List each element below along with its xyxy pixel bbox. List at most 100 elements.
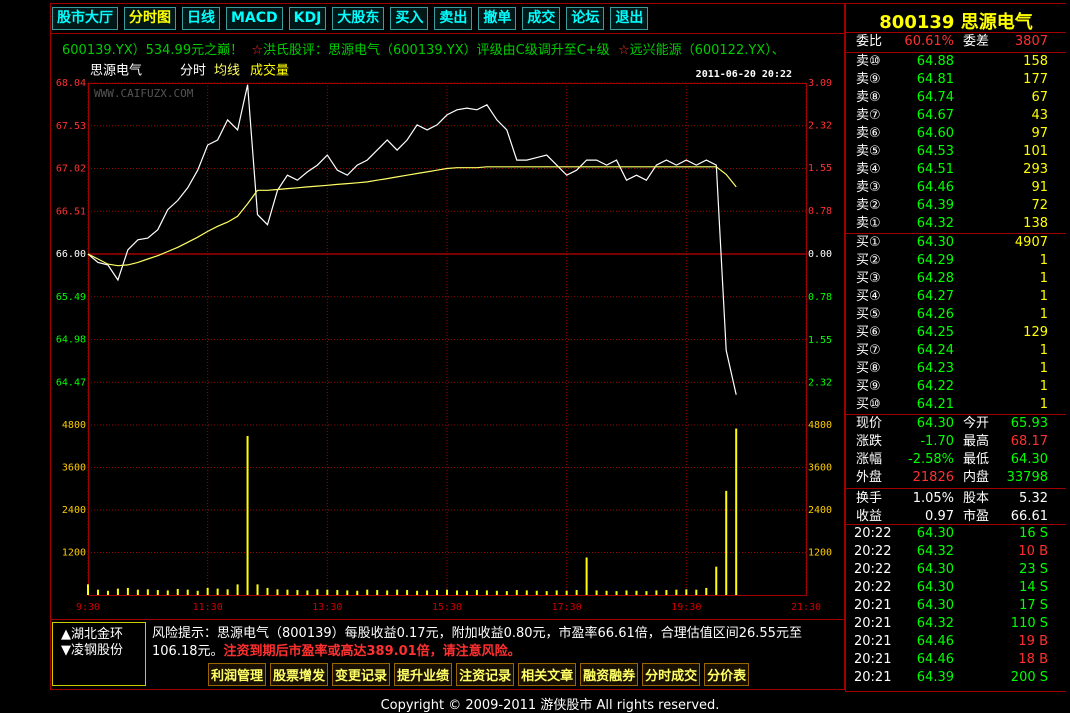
volume: 14 S xyxy=(1019,580,1048,595)
volume-bar xyxy=(206,587,209,595)
order-row: 买③ 64.28 1 xyxy=(846,270,1066,288)
order-row: 卖⑦ 64.67 43 xyxy=(846,107,1066,125)
quantity: 177 xyxy=(1023,72,1048,87)
action-button[interactable]: 股票增发 xyxy=(270,663,329,686)
quantity: 1 xyxy=(1039,271,1048,286)
separator xyxy=(846,524,1066,525)
label: 委比 xyxy=(856,34,883,49)
volume-bar xyxy=(705,587,708,595)
related-stocks[interactable]: ▲湖北金环 ▼凌钢股份 xyxy=(52,622,146,686)
toolbar-button[interactable]: 股市大厅 xyxy=(52,7,118,30)
risk-warning: 注资到期后市盈率或高达389.01倍，请注意风险。 xyxy=(223,644,521,659)
volume-bar xyxy=(715,566,718,595)
action-button[interactable]: 分价表 xyxy=(704,663,750,686)
time: 20:21 xyxy=(854,670,892,685)
order-row: 卖② 64.39 72 xyxy=(846,197,1066,215)
quantity: 158 xyxy=(1023,54,1048,69)
volume-bar xyxy=(605,590,608,595)
volume-bar xyxy=(116,588,119,595)
quantity: 1 xyxy=(1039,379,1048,394)
stock-link[interactable]: ▼凌钢股份 xyxy=(61,643,123,658)
toolbar-button[interactable]: 成交 xyxy=(522,7,561,30)
y2-tick-label: 0.00 xyxy=(808,249,832,260)
news-ticker[interactable]: 600139.YX）534.99元之巅！ ☆洪氏股评：思源电气（600139.Y… xyxy=(62,39,785,58)
action-button[interactable]: 提升业绩 xyxy=(394,663,453,686)
stat-row: 换手 1.05% 股本 5.32 xyxy=(846,490,1066,508)
price: 64.30 xyxy=(916,235,954,250)
volume-bar xyxy=(615,591,618,595)
price: 64.24 xyxy=(916,343,954,358)
stock-link[interactable]: ▲湖北金环 xyxy=(61,627,123,642)
label: 买① xyxy=(856,235,881,250)
volume-bar xyxy=(595,590,598,595)
toolbar-button[interactable]: 大股东 xyxy=(332,7,385,30)
toolbar-button[interactable]: 退出 xyxy=(610,7,649,30)
legend-entry: 成交量 xyxy=(250,63,289,79)
toolbar-button[interactable]: 分时图 xyxy=(124,7,176,30)
volume-bar xyxy=(276,589,279,595)
order-row: 卖⑥ 64.60 97 xyxy=(846,125,1066,143)
price: 64.30 xyxy=(916,580,954,595)
label: 卖⑩ xyxy=(856,54,881,69)
quantity: 1 xyxy=(1039,361,1048,376)
stat-row: 外盘 21826 内盘 33798 xyxy=(846,469,1066,487)
label: 最高 xyxy=(963,434,990,449)
y2-tick-label: 3.09 xyxy=(808,78,832,89)
order-row: 买⑦ 64.24 1 xyxy=(846,342,1066,360)
volume-bar xyxy=(505,591,508,595)
order-row: 卖④ 64.51 293 xyxy=(846,161,1066,179)
volume-bar xyxy=(735,428,738,595)
price: 64.23 xyxy=(916,361,954,376)
action-button[interactable]: 相关文章 xyxy=(518,663,577,686)
stat-row: 收益 0.97 市盈 66.61 xyxy=(846,508,1066,526)
action-button[interactable]: 注资记录 xyxy=(456,663,515,686)
volume-bar xyxy=(446,589,448,595)
toolbar-button[interactable]: 日线 xyxy=(182,7,220,30)
toolbar-button[interactable]: 撤单 xyxy=(478,7,517,30)
volume-bar xyxy=(555,590,558,595)
value: 5.32 xyxy=(1019,491,1048,506)
price: 64.67 xyxy=(916,108,954,123)
volume-bar xyxy=(186,589,189,595)
time: 20:21 xyxy=(854,616,892,631)
quantity: 97 xyxy=(1031,126,1048,141)
volume-bar xyxy=(515,590,518,595)
separator xyxy=(846,52,1066,53)
volume-bar xyxy=(266,587,269,595)
time: 20:22 xyxy=(854,562,892,577)
quantity: 43 xyxy=(1031,108,1048,123)
label: 卖⑦ xyxy=(856,108,881,123)
value: -1.70 xyxy=(920,434,954,449)
toolbar-button[interactable]: MACD xyxy=(226,7,283,30)
value: 64.30 xyxy=(916,416,954,431)
quantity: 1 xyxy=(1039,289,1048,304)
price: 64.51 xyxy=(916,162,954,177)
price: 64.25 xyxy=(916,325,954,340)
action-button[interactable]: 融资融券 xyxy=(580,663,639,686)
quantity: 4907 xyxy=(1014,235,1048,250)
toolbar-button[interactable]: 买入 xyxy=(390,7,429,30)
y2-tick-label: 0.78 xyxy=(808,292,832,303)
value: -2.58% xyxy=(908,452,954,467)
quantity: 1 xyxy=(1039,307,1048,322)
price: 64.39 xyxy=(916,670,954,685)
chart: 68.04 67.53 67.02 66.51 66.00 65.49 64.98 64.47… xyxy=(50,3,845,690)
toolbar-button[interactable]: 论坛 xyxy=(566,7,605,30)
action-button[interactable]: 变更记录 xyxy=(332,663,391,686)
order-row: 买④ 64.27 1 xyxy=(846,288,1066,306)
label: 卖② xyxy=(856,198,881,213)
trade-row: 20:22 64.32 10 B xyxy=(846,543,1066,561)
price: 64.88 xyxy=(916,54,954,69)
price-line xyxy=(87,84,737,395)
toolbar-button[interactable]: KDJ xyxy=(288,7,327,30)
action-button[interactable]: 分时成交 xyxy=(642,663,701,686)
stat-row: 涨幅 -2.58% 最低 64.30 xyxy=(846,451,1066,469)
y-tick-label: 1200 xyxy=(62,548,86,559)
volume-bar xyxy=(166,590,169,595)
price: 64.32 xyxy=(916,216,954,231)
toolbar-button[interactable]: 卖出 xyxy=(434,7,473,30)
volume: 110 S xyxy=(1010,616,1048,631)
trade-row: 20:21 64.32 110 S xyxy=(846,615,1066,633)
label: 涨幅 xyxy=(856,452,883,467)
action-button[interactable]: 利润管理 xyxy=(208,663,267,686)
